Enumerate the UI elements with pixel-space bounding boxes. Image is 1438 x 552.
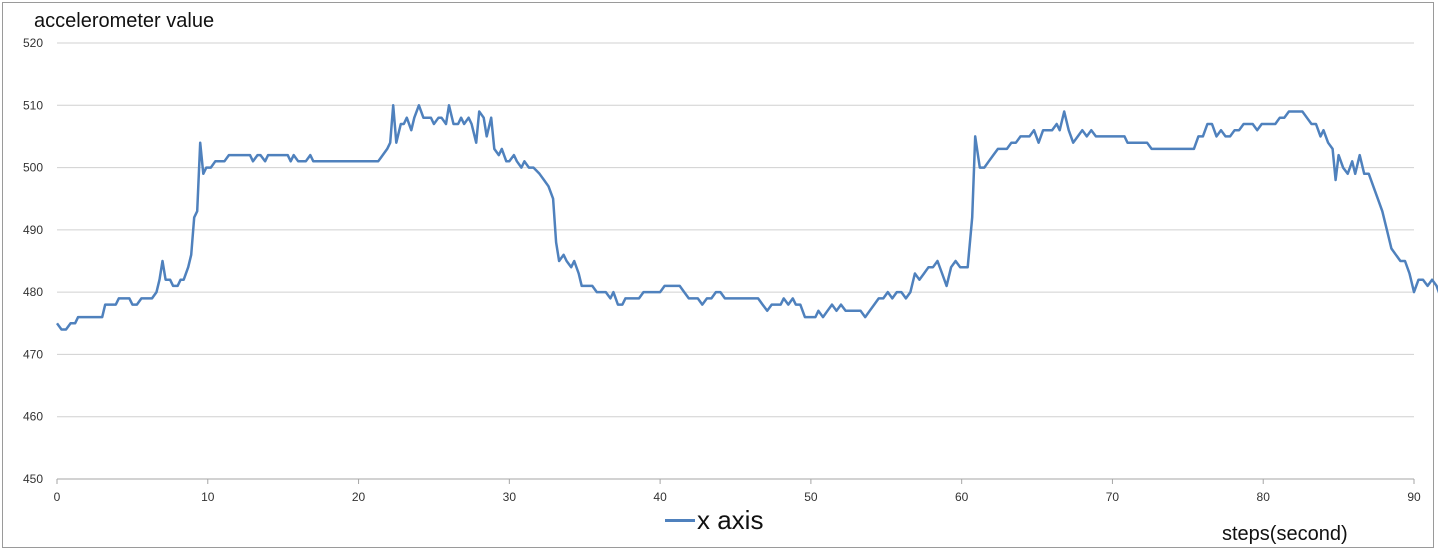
- x-tick-label: 0: [54, 490, 61, 504]
- y-tick-label: 450: [23, 472, 43, 486]
- y-tick-label: 510: [23, 98, 43, 112]
- legend: x axis: [665, 505, 763, 536]
- y-tick-label: 500: [23, 161, 43, 175]
- series-layer: [55, 104, 1438, 331]
- x-tick-label: 90: [1407, 490, 1421, 504]
- x-tick-labels: 0 10 20 30 40 50 60 70 80 90: [54, 490, 1421, 504]
- legend-swatch: [665, 519, 695, 522]
- y-axis-label: accelerometer value: [34, 10, 215, 32]
- y-tick-label: 460: [23, 410, 43, 424]
- series-line-x-axis: [55, 104, 1438, 331]
- x-tick-label: 10: [201, 490, 215, 504]
- y-tick-label: 490: [23, 223, 43, 237]
- legend-label: x axis: [697, 505, 764, 535]
- y-tick-label: 470: [23, 347, 43, 361]
- x-tick-label: 80: [1257, 490, 1271, 504]
- x-tick-label: 40: [653, 490, 667, 504]
- gridlines: [56, 42, 1415, 484]
- y-tick-labels: 450 460 470 480 490 500 510 520: [23, 36, 43, 486]
- x-tick-label: 70: [1106, 490, 1120, 504]
- x-tick-label: 30: [503, 490, 517, 504]
- y-tick-label: 480: [23, 285, 43, 299]
- x-axis-label: steps(second): [1222, 523, 1348, 545]
- x-tick-label: 50: [804, 490, 818, 504]
- x-tick-label: 60: [955, 490, 969, 504]
- x-tick-label: 20: [352, 490, 366, 504]
- y-tick-label: 520: [23, 36, 43, 50]
